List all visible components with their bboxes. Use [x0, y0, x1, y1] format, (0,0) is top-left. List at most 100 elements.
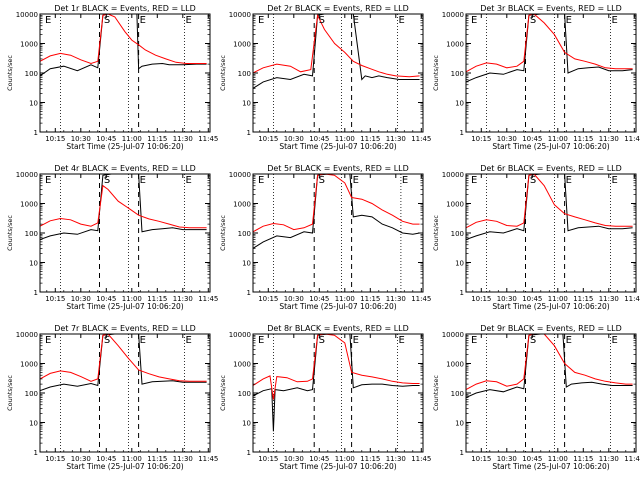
- event-marker-label: E: [353, 335, 359, 346]
- x-tick-label: 10:30: [71, 455, 91, 463]
- y-tick-label: 100: [238, 230, 251, 238]
- y-tick-label: 100: [25, 390, 38, 398]
- x-tick-label: 11:30: [599, 455, 619, 463]
- event-marker-label: S: [530, 15, 536, 26]
- panel-title: Det 5r BLACK = Events, RED = LLD: [267, 164, 409, 173]
- y-tick-label: 1000: [20, 41, 38, 49]
- x-tick-label: 11:45: [411, 135, 431, 143]
- x-tick-label: 11:45: [198, 295, 218, 303]
- y-axis-label: Counts/sec: [432, 215, 440, 251]
- x-tick-label: 10:15: [258, 295, 278, 303]
- x-tick-label: 10:15: [471, 455, 491, 463]
- x-tick-label: 10:45: [522, 135, 542, 143]
- event-marker-label: E: [45, 15, 51, 26]
- y-tick-label: 100: [451, 70, 464, 78]
- lld-series-line: [466, 334, 633, 391]
- panel-title: Det 8r BLACK = Events, RED = LLD: [267, 324, 409, 333]
- events-series-line: [40, 174, 207, 240]
- x-tick-label: 11:15: [573, 455, 593, 463]
- x-axis-label: Start Time (25-Jul-07 10:06:20): [66, 302, 183, 311]
- panel-title: Det 7r BLACK = Events, RED = LLD: [54, 324, 196, 333]
- lld-series-line: [466, 174, 633, 229]
- x-axis-label: Start Time (25-Jul-07 10:06:20): [279, 462, 396, 471]
- x-tick-label: 11:30: [173, 135, 193, 143]
- y-axis-label: Counts/sec: [6, 375, 14, 411]
- y-tick-label: 1: [247, 449, 251, 457]
- y-tick-label: 10000: [442, 11, 464, 19]
- x-tick-label: 11:00: [122, 455, 142, 463]
- x-tick-label: 11:15: [573, 295, 593, 303]
- x-tick-label: 11:30: [386, 295, 406, 303]
- x-tick-label: 11:30: [386, 135, 406, 143]
- y-tick-label: 10: [455, 420, 464, 428]
- panel-title: Det 9r BLACK = Events, RED = LLD: [480, 324, 622, 333]
- y-tick-label: 100: [238, 70, 251, 78]
- x-tick-label: 11:30: [173, 455, 193, 463]
- x-tick-label: 10:30: [71, 135, 91, 143]
- y-tick-label: 1: [247, 129, 251, 137]
- x-tick-label: 10:15: [258, 455, 278, 463]
- y-axis-label: Counts/sec: [6, 215, 14, 251]
- panel-title: Det 6r BLACK = Events, RED = LLD: [480, 164, 622, 173]
- y-tick-label: 10: [29, 100, 38, 108]
- x-tick-label: 11:45: [411, 455, 431, 463]
- y-tick-label: 1000: [20, 361, 38, 369]
- y-axis-label: Counts/sec: [432, 55, 440, 91]
- events-series-line: [466, 174, 633, 240]
- x-tick-label: 10:45: [309, 455, 329, 463]
- event-marker-label: E: [140, 335, 146, 346]
- event-marker-label: E: [471, 15, 477, 26]
- lld-series-line: [466, 14, 633, 73]
- lld-series-line: [253, 14, 420, 78]
- y-tick-label: 10000: [16, 171, 38, 179]
- y-tick-label: 1000: [446, 201, 464, 209]
- panel-title: Det 4r BLACK = Events, RED = LLD: [54, 164, 196, 173]
- x-tick-label: 10:30: [284, 455, 304, 463]
- y-tick-label: 1000: [233, 41, 251, 49]
- event-marker-label: E: [612, 335, 618, 346]
- x-tick-label: 10:45: [522, 455, 542, 463]
- x-tick-label: 11:15: [147, 295, 167, 303]
- x-tick-label: 11:00: [548, 455, 568, 463]
- x-axis-label: Start Time (25-Jul-07 10:06:20): [279, 142, 396, 151]
- event-marker-label: E: [186, 175, 192, 186]
- y-tick-label: 100: [25, 230, 38, 238]
- event-marker-label: E: [140, 175, 146, 186]
- x-axis-label: Start Time (25-Jul-07 10:06:20): [279, 302, 396, 311]
- event-marker-label: E: [258, 175, 264, 186]
- event-marker-label: S: [319, 175, 325, 186]
- y-tick-label: 10: [242, 100, 251, 108]
- detector-panel-5: Det 5r BLACK = Events, RED = LLD 1 10 100 10…: [219, 164, 431, 311]
- y-tick-label: 1000: [446, 361, 464, 369]
- panel-title: Det 3r BLACK = Events, RED = LLD: [480, 4, 622, 13]
- y-tick-label: 10000: [229, 11, 251, 19]
- x-tick-label: 11:45: [198, 135, 218, 143]
- y-tick-label: 1000: [446, 41, 464, 49]
- event-marker-label: S: [530, 175, 536, 186]
- events-series-line: [253, 14, 420, 89]
- y-tick-label: 100: [451, 230, 464, 238]
- y-axis-label: Counts/sec: [219, 55, 227, 91]
- y-tick-label: 1: [460, 449, 464, 457]
- detector-panel-8: Det 8r BLACK = Events, RED = LLD 1 10 100 10…: [219, 324, 431, 471]
- x-tick-label: 10:15: [471, 295, 491, 303]
- x-tick-label: 11:00: [335, 135, 355, 143]
- y-tick-label: 10000: [16, 11, 38, 19]
- x-tick-label: 11:00: [122, 135, 142, 143]
- x-tick-label: 11:15: [147, 455, 167, 463]
- x-axis-label: Start Time (25-Jul-07 10:06:20): [66, 142, 183, 151]
- y-tick-label: 100: [25, 70, 38, 78]
- x-tick-label: 11:00: [548, 295, 568, 303]
- lld-series-line: [40, 184, 207, 229]
- y-tick-label: 1: [460, 129, 464, 137]
- event-marker-label: S: [104, 335, 110, 346]
- y-tick-label: 10000: [442, 331, 464, 339]
- x-axis-label: Start Time (25-Jul-07 10:06:20): [66, 462, 183, 471]
- x-axis-label: Start Time (25-Jul-07 10:06:20): [492, 462, 609, 471]
- x-tick-label: 10:30: [284, 135, 304, 143]
- event-marker-label: E: [258, 335, 264, 346]
- events-series-line: [253, 334, 420, 432]
- x-tick-label: 11:30: [599, 295, 619, 303]
- x-tick-label: 10:45: [309, 295, 329, 303]
